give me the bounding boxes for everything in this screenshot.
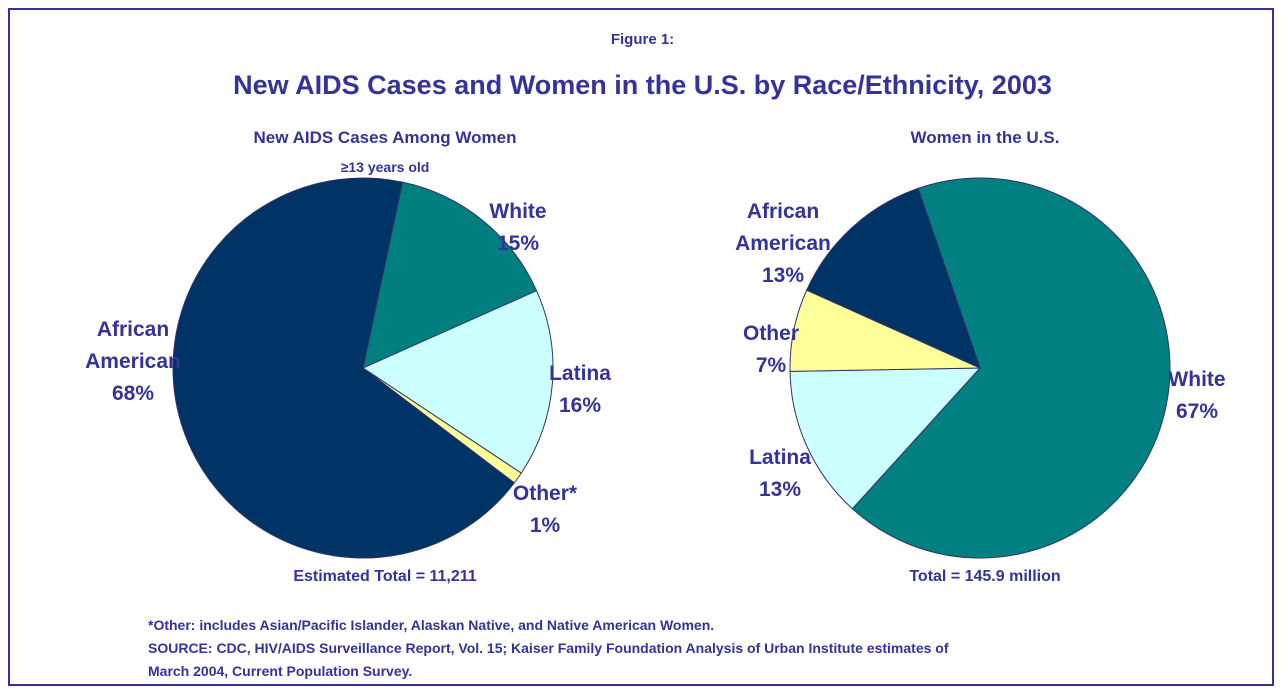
slice-label: African American 68%: [68, 314, 198, 410]
main-title: New AIDS Cases and Women in the U.S. by …: [233, 70, 1052, 100]
category-label: White: [489, 200, 547, 223]
slice-label: Other* 1%: [480, 478, 610, 542]
value-label: 13%: [761, 264, 805, 287]
category-label: Latina: [749, 446, 811, 469]
chart-note: Total = 145.9 million: [909, 568, 1061, 585]
footnote: *Other: includes Asian/Pacific Islander,…: [148, 617, 715, 633]
slice-label: Latina 13%: [715, 442, 845, 506]
frame: [8, 8, 1274, 686]
value-label: 67%: [1175, 400, 1219, 423]
slice-label: White 67%: [1132, 364, 1262, 428]
chart-title: Women in the U.S.: [910, 128, 1060, 147]
value-label: 68%: [111, 382, 155, 405]
figure-label: Figure 1:: [610, 31, 675, 48]
value-label: 7%: [755, 354, 787, 377]
pie-slice: [362, 181, 538, 369]
pie-slice: [851, 177, 1171, 559]
slice-label: Other 7%: [706, 318, 836, 382]
value-label: 1%: [529, 514, 561, 537]
category-label: African American: [85, 318, 181, 373]
chart-title: New AIDS Cases Among Women: [253, 128, 517, 147]
value-label: 13%: [758, 478, 802, 501]
chart-subtitle: ≥13 years old: [340, 159, 430, 175]
slice-label: Latina 16%: [515, 358, 645, 422]
slice-label: White 15%: [453, 196, 583, 260]
pie-slice: [361, 290, 554, 474]
pie-slice: [789, 367, 982, 510]
category-label: Other: [742, 322, 799, 345]
pie-slice: [806, 187, 981, 369]
category-label: White: [1168, 368, 1226, 391]
chart-note: Estimated Total = 11,211: [293, 568, 477, 585]
value-label: 16%: [558, 394, 602, 417]
value-label: 15%: [496, 232, 540, 255]
category-label: African American: [735, 200, 831, 255]
category-label: Latina: [549, 362, 611, 385]
category-label: Other*: [512, 482, 578, 505]
slice-label: African American 13%: [718, 196, 848, 292]
pie-slice: [172, 177, 516, 559]
source: SOURCE: CDC, HIV/AIDS Surveillance Repor…: [148, 640, 949, 679]
